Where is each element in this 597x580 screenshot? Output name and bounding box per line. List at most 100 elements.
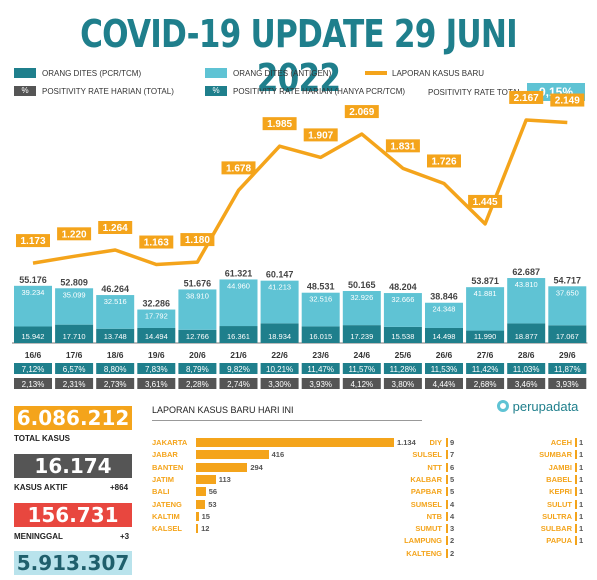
province-bar (196, 450, 269, 460)
province-value: 416 (271, 450, 285, 460)
case-label-box (16, 234, 50, 248)
legend-pos-pcr-label: POSITIVITY RATE HARIAN (HANYA PCR/TCM) (233, 87, 406, 96)
pos-pcr-label: 6,57% (63, 365, 86, 374)
province-value: 1 (575, 524, 583, 534)
case-label: 1.173 (20, 236, 45, 247)
province-bar (196, 438, 394, 447)
bar-total-label: 48.531 (307, 282, 335, 292)
pos-total-cell (425, 378, 463, 389)
province-name: SULBAR (540, 524, 572, 534)
legend-pos-pcr-swatch: % (205, 86, 227, 96)
antigen-label: 37.650 (556, 288, 579, 297)
province-name: BABEL (546, 474, 572, 484)
pos-total-label: 2,31% (63, 380, 86, 389)
deaths-delta: +3 (120, 532, 130, 541)
x-tick-label: 22/6 (271, 350, 288, 360)
province-name: SUMBAR (539, 450, 572, 460)
province-value: 2 (446, 536, 454, 546)
bar-pcr (137, 327, 176, 343)
province-value: 9 (446, 438, 454, 447)
bar-total-label: 60.147 (266, 270, 294, 280)
province-value: 15 (201, 511, 210, 521)
pos-total-cell (55, 378, 94, 389)
province-name: PAPUA (546, 536, 572, 546)
province-value: 1 (575, 438, 583, 447)
x-tick-label: 18/6 (107, 350, 124, 360)
province-name: SUMUT (415, 524, 442, 534)
bar-total-label: 54.717 (554, 275, 582, 285)
bar-total-label: 55.176 (19, 275, 47, 285)
bar-antigen (96, 295, 135, 329)
bar-pcr (466, 330, 505, 343)
antigen-label: 38.910 (186, 291, 209, 300)
pos-total-label: 3,93% (309, 380, 332, 389)
province-value: 1 (575, 450, 583, 460)
x-tick-label: 28/6 (518, 350, 535, 360)
province-value: 3 (446, 524, 454, 534)
brand-icon (497, 400, 509, 412)
pos-total-label: 2,13% (22, 380, 45, 389)
pos-pcr-label: 11,03% (513, 365, 540, 374)
province-name: NTB (426, 511, 442, 521)
bar-total-label: 53.871 (471, 276, 499, 286)
case-label-box (262, 117, 297, 131)
pos-pcr-cell (219, 363, 258, 374)
pos-total-cell (219, 378, 258, 389)
x-tick-label: 17/6 (66, 350, 83, 360)
pcr-label: 18.934 (268, 332, 291, 341)
pos-pcr-cell (342, 363, 381, 374)
province-name: KALSEL (152, 524, 182, 534)
deaths-label: MENINGGAL (14, 532, 63, 541)
province-name: PAPBAR (410, 487, 442, 497)
case-label-box (57, 227, 92, 241)
legend-pos-total-label: POSITIVITY RATE HARIAN (TOTAL) (42, 87, 174, 96)
legend-cases-label: LAPORAN KASUS BARU (392, 69, 485, 78)
pos-pcr-label: 9,82% (227, 365, 250, 374)
legend-pcr-label: ORANG DITES (PCR/TCM) (42, 69, 142, 78)
province-value: 7 (446, 450, 454, 460)
pos-pcr-cell (507, 363, 546, 374)
antigen-label: 32.666 (391, 295, 414, 304)
case-label: 1.907 (308, 130, 333, 141)
pcr-label: 14.494 (145, 332, 168, 341)
pos-total-label: 2,73% (104, 380, 127, 389)
province-name: KEPRI (549, 487, 572, 497)
pos-total-cell (507, 378, 546, 389)
pos-pcr-cell (425, 363, 463, 374)
province-name: SULTRA (542, 511, 572, 521)
province-bar (196, 499, 206, 509)
pos-total-cell (14, 378, 52, 389)
pos-total-label: 2,74% (227, 380, 250, 389)
brand-name: perupadata (512, 399, 579, 414)
province-name: DIY (429, 438, 442, 447)
pos-pcr-label: 11,53% (431, 365, 458, 374)
bar-antigen (342, 291, 381, 326)
bar-pcr (260, 323, 299, 343)
x-tick-label: 23/6 (312, 350, 329, 360)
legend-antigen-label: ORANG DITES (ANTIGEN) (233, 69, 332, 78)
pos-total-cell (342, 378, 381, 389)
bar-pcr (55, 324, 94, 343)
province-value: 113 (218, 474, 231, 484)
legend-pos-overall-label: POSITIVITY RATE TOTAL (428, 88, 522, 97)
bar-total-label: 48.204 (389, 282, 417, 292)
case-label: 1.726 (431, 156, 456, 167)
legend-antigen-swatch (205, 68, 227, 78)
x-tick-label: 20/6 (189, 350, 206, 360)
province-name: JABAR (152, 450, 178, 460)
antigen-label: 43.810 (515, 280, 538, 289)
bar-pcr (178, 329, 217, 343)
antigen-label: 24.348 (433, 305, 456, 314)
province-name: BANTEN (152, 462, 184, 472)
province-bar (196, 474, 216, 484)
x-tick-label: 21/6 (230, 350, 247, 360)
x-tick-label: 19/6 (148, 350, 165, 360)
antigen-label: 32.926 (350, 293, 373, 302)
bar-pcr (507, 323, 546, 343)
pos-total-cell (260, 378, 299, 389)
province-name: KALBAR (410, 474, 442, 484)
case-label-box (550, 93, 585, 107)
case-label-box (221, 161, 256, 175)
pcr-label: 14.498 (433, 332, 456, 341)
active-cases-label: KASUS AKTIF (14, 483, 68, 492)
